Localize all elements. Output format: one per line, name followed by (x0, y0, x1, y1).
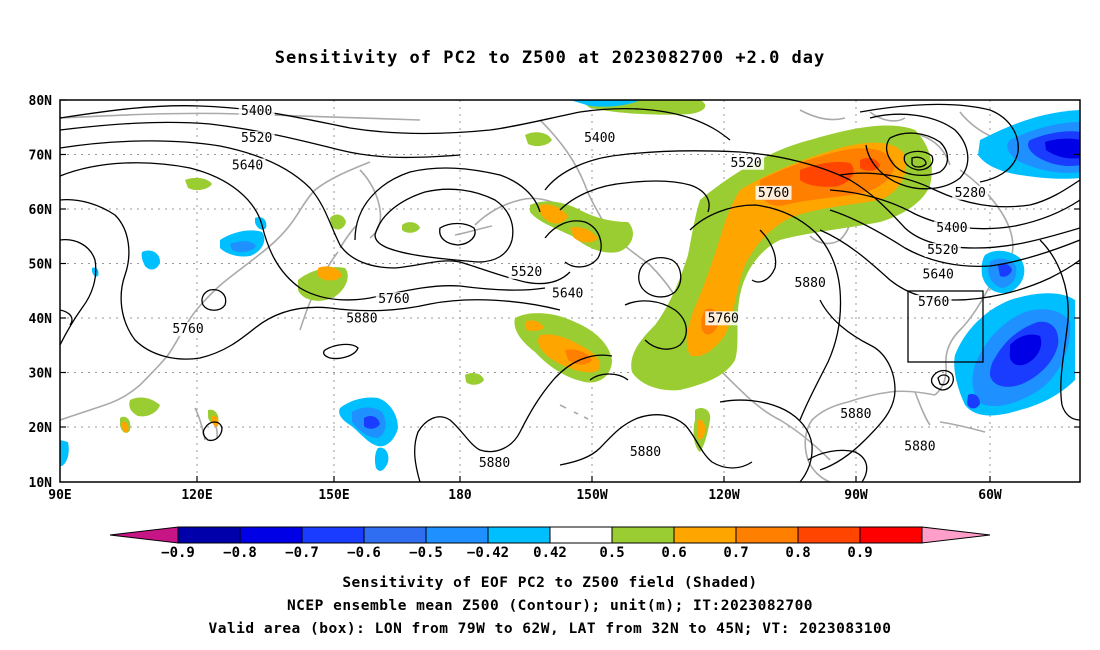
lon-label-180: 180 (448, 488, 472, 503)
colorbar (109, 526, 991, 544)
colorbar-tick-label: −0.42 (467, 545, 509, 561)
z500-contours (60, 103, 1080, 482)
contour-label-bg (952, 185, 989, 200)
contour-label: 5520 (927, 243, 958, 258)
contour-label-bg (901, 439, 938, 454)
contour-label: 5400 (936, 221, 967, 236)
colorbar-segment (549, 526, 613, 544)
contour-label-bg (728, 155, 765, 170)
colorbar-tick-label: −0.7 (285, 545, 319, 561)
lat-label-80n: 80N (29, 94, 53, 109)
lat-label-10n: 10N (29, 476, 53, 491)
lat-label-50n: 50N (29, 258, 53, 273)
lat-label-70n: 70N (29, 149, 53, 164)
contour-label-bg (476, 455, 513, 470)
lat-label-40n: 40N (29, 312, 53, 327)
contour-label: 5520 (511, 265, 542, 280)
contour-label-bg (920, 267, 957, 282)
colorbar-labels: −0.9 −0.8 −0.7 −0.6 −0.5 −0.42 0.42 0.5 0.6 0.7 0.… (161, 545, 873, 561)
contour-label: 5880 (904, 440, 935, 455)
contour-label-bg (924, 243, 961, 258)
colorbar-segment (425, 526, 489, 544)
plot-frame (59, 99, 1081, 483)
contour-label-bg (375, 292, 412, 307)
lat-label-60n: 60N (29, 203, 53, 218)
contour-label: 5640 (232, 158, 263, 173)
colorbar-segment (859, 526, 923, 544)
colorbar-tick-label: −0.9 (161, 545, 195, 561)
colorbar-tick-label: 0.8 (785, 545, 810, 561)
contour-label-bg (238, 103, 275, 118)
lon-label-90e: 90E (48, 488, 71, 503)
contour-label-bg (933, 221, 970, 236)
contour-label: 5760 (172, 322, 203, 337)
lon-label-150e: 150E (318, 488, 349, 503)
colorbar-segment (239, 526, 303, 544)
contour-label-bg (581, 131, 618, 146)
colorbar-tick-label: −0.6 (347, 545, 381, 561)
contour-label-bg (837, 406, 874, 421)
contour-label: 5760 (378, 292, 409, 307)
colorbar-tick-label: 0.9 (847, 545, 872, 561)
contour-label: 5760 (918, 295, 949, 310)
contour-label: 5520 (730, 156, 761, 171)
colorbar-extend-low (109, 526, 179, 544)
chart-title: Sensitivity of PC2 to Z500 at 2023082700… (274, 48, 826, 68)
lon-label-120e: 120E (181, 488, 212, 503)
contour-label-bg (915, 294, 952, 309)
contour-label: 5880 (840, 407, 871, 422)
lon-label-120w: 120W (708, 488, 739, 503)
valid-area-box (907, 290, 984, 363)
colorbar-tick-label: 0.7 (723, 545, 748, 561)
lat-label-30n: 30N (29, 367, 53, 382)
colorbar-tick-label: 0.6 (661, 545, 686, 561)
lon-label-60w: 60W (978, 488, 1002, 503)
colorbar-segment (177, 526, 241, 544)
colorbar-tick-label: −0.8 (223, 545, 257, 561)
contour-label-bg (170, 322, 207, 337)
contour-label: 5760 (708, 311, 739, 326)
contour-label-bg (508, 264, 545, 279)
colorbar-segment (735, 526, 799, 544)
contour-labels: 5400 5520 5640 5400 5520 5760 5280 5400 5520 5640… (170, 103, 989, 471)
colorbar-tick-label: −0.5 (409, 545, 443, 561)
lon-label-90w: 90W (844, 488, 868, 503)
lat-label-20n: 20N (29, 421, 53, 436)
colorbar-segment (611, 526, 675, 544)
contour-label: 5640 (923, 268, 954, 283)
caption-contour: NCEP ensemble mean Z500 (Contour); unit(… (286, 598, 814, 614)
contour-label-bg (627, 444, 664, 459)
colorbar-segment (797, 526, 861, 544)
contour-label: 5880 (794, 276, 825, 291)
colorbar-extend-high (921, 526, 991, 544)
colorbar-segment (301, 526, 365, 544)
contour-label: 5280 (955, 186, 986, 201)
contour-label: 5880 (630, 445, 661, 460)
contour-label-bg (343, 311, 380, 326)
caption-shaded: Sensitivity of EOF PC2 to Z500 field (Sh… (342, 575, 758, 591)
contour-label-bg (755, 185, 792, 200)
contour-label: 5880 (346, 311, 377, 326)
contour-label: 5760 (758, 186, 789, 201)
contour-label-bg (238, 131, 275, 146)
colorbar-tick-label: 0.42 (533, 545, 567, 561)
colorbar-tick-label: 0.5 (599, 545, 624, 561)
contour-label: 5520 (241, 131, 272, 146)
contour-label: 5400 (241, 104, 272, 119)
contour-label: 5880 (479, 456, 510, 471)
contour-label: 5640 (552, 287, 583, 302)
caption-valid-area: Valid area (box): LON from 79W to 62W, L… (208, 621, 892, 637)
colorbar-segment (487, 526, 551, 544)
colorbar-segment (363, 526, 427, 544)
contour-label-bg (229, 158, 266, 173)
colorbar-segment (673, 526, 737, 544)
contour-label-bg (792, 275, 829, 290)
lon-label-150w: 150W (576, 488, 607, 503)
contour-label: 5400 (584, 131, 615, 146)
contour-label-bg (549, 286, 586, 301)
contour-label-bg (705, 311, 742, 326)
